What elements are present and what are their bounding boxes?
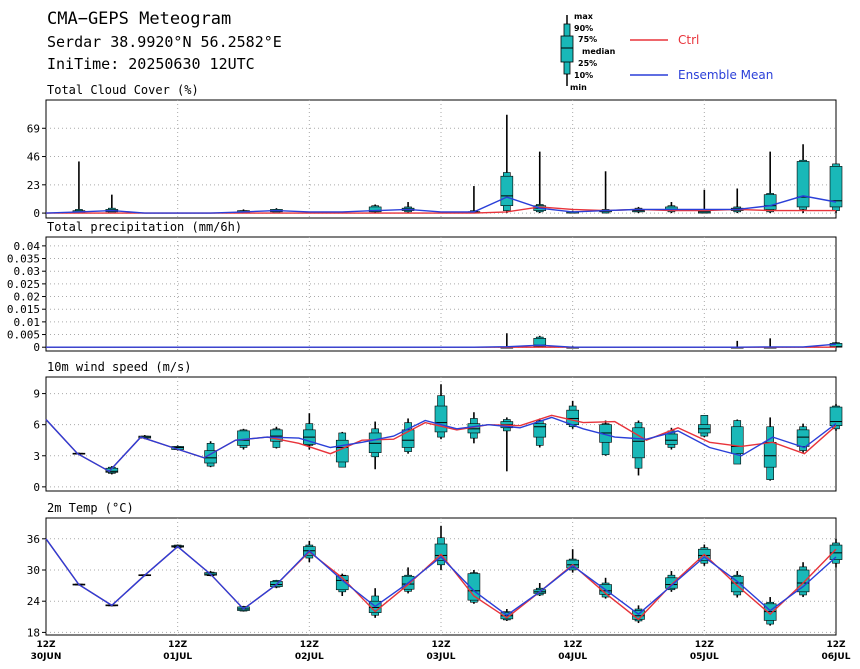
y-tick-label: 36 (27, 533, 40, 546)
box-legend-inner (560, 35, 574, 63)
box-inner (665, 577, 678, 589)
y-tick-label: 0.015 (7, 303, 40, 316)
box-inner (763, 441, 777, 468)
legend-p75: 75% (578, 35, 597, 44)
x-tick-date-label: 01JUL (163, 652, 192, 662)
x-tick-hour-label: 12Z (36, 640, 56, 650)
x-axis-labels: 12Z 30JUN 12Z 01JUL 12Z 02JUL 12Z 03JUL 12Z 04JUL… (31, 640, 851, 662)
panel-1: Total precipitation (mm/6h)00.0050.010.0… (7, 220, 843, 354)
x-tick-hour-label: 12Z (563, 640, 583, 650)
box-legend: max 90% 75% median 25% 10% min (560, 12, 616, 92)
x-tick-date-label: 03JUL (427, 652, 456, 662)
box-inner (533, 423, 547, 438)
box-inner (566, 409, 579, 425)
box-inner (796, 569, 810, 593)
y-tick-label: 9 (33, 388, 40, 401)
ensemble-mean-line (45, 416, 837, 473)
x-tick-hour-label: 12Z (300, 640, 320, 650)
x-tick-date-label: 06JUL (822, 652, 851, 662)
panel-title: Total Cloud Cover (%) (47, 83, 199, 97)
box-inner (829, 544, 843, 560)
ensemble-mean-line (45, 538, 837, 617)
legend-p90: 90% (574, 24, 593, 33)
box-inner (434, 405, 448, 433)
init-time-label: IniTime: 20250630 12UTC (47, 55, 255, 73)
y-tick-label: 30 (27, 564, 40, 577)
box-inner (270, 429, 283, 442)
legend-p10: 10% (574, 71, 593, 80)
box-inner (796, 161, 810, 208)
box-inner (368, 432, 382, 453)
y-tick-label: 24 (27, 595, 41, 608)
box-inner (796, 429, 810, 447)
x-tick-hour-label: 12Z (826, 640, 846, 650)
panel-title: 2m Temp (°C) (47, 501, 134, 515)
line-legend: Ctrl Ensemble Mean (630, 33, 773, 82)
box-inner (730, 426, 744, 454)
mean-legend-label: Ensemble Mean (678, 68, 773, 82)
y-tick-label: 69 (27, 122, 40, 135)
box-inner (763, 194, 777, 210)
panel-title: 10m wind speed (m/s) (47, 360, 192, 374)
y-tick-label: 0 (33, 207, 40, 220)
y-tick-label: 0.02 (14, 291, 41, 304)
y-tick-label: 0.005 (7, 329, 40, 342)
x-tick-hour-label: 12Z (431, 640, 451, 650)
panel-2: 10m wind speed (m/s) 0 3 6 9 (33, 360, 843, 494)
legend-p25: 25% (578, 59, 597, 68)
legend-max: max (574, 12, 594, 21)
panel-3: 2m Temp (°C) 18 24 30 36 (27, 501, 843, 639)
x-tick-date-label: 30JUN (31, 652, 62, 662)
y-tick-label: 0.025 (7, 278, 40, 291)
y-tick-label: 0 (33, 481, 40, 494)
y-tick-label: 46 (27, 151, 40, 164)
ensemble-mean-line (46, 343, 837, 348)
panel-0: Total Cloud Cover (%) 0 23 46 69 (27, 83, 843, 220)
box-inner (401, 429, 415, 448)
y-tick-label: 0.04 (14, 240, 41, 253)
location-label: Serdar 38.9920°N 56.2582°E (47, 33, 282, 51)
box-inner (632, 427, 645, 459)
ctrl-legend-label: Ctrl (678, 33, 699, 47)
box-inner (533, 338, 547, 347)
y-tick-label: 18 (27, 626, 40, 639)
x-tick-date-label: 02JUL (295, 652, 324, 662)
box-inner (665, 433, 678, 445)
y-tick-label: 0.01 (14, 316, 41, 329)
box-inner (237, 430, 250, 446)
y-tick-label: 0.035 (7, 253, 40, 266)
box-inner (500, 175, 514, 207)
box-inner (335, 575, 349, 591)
panel-title: Total precipitation (mm/6h) (47, 220, 242, 234)
x-tick-hour-label: 12Z (695, 640, 715, 650)
box-inner (829, 406, 843, 427)
legend-min: min (570, 83, 587, 92)
x-tick-date-label: 04JUL (558, 652, 587, 662)
meteogram-title: CMA−GEPS Meteogram (47, 9, 231, 29)
y-tick-label: 3 (33, 450, 40, 463)
y-tick-label: 0 (33, 341, 40, 354)
ensemble-mean-line (45, 195, 837, 214)
box-inner (829, 166, 843, 208)
box-inner (368, 206, 382, 213)
y-tick-label: 23 (27, 179, 40, 192)
legend-median: median (582, 47, 616, 56)
x-tick-date-label: 05JUL (690, 652, 719, 662)
x-tick-hour-label: 12Z (168, 640, 188, 650)
y-tick-label: 0.03 (14, 265, 41, 278)
y-tick-label: 6 (33, 419, 40, 432)
